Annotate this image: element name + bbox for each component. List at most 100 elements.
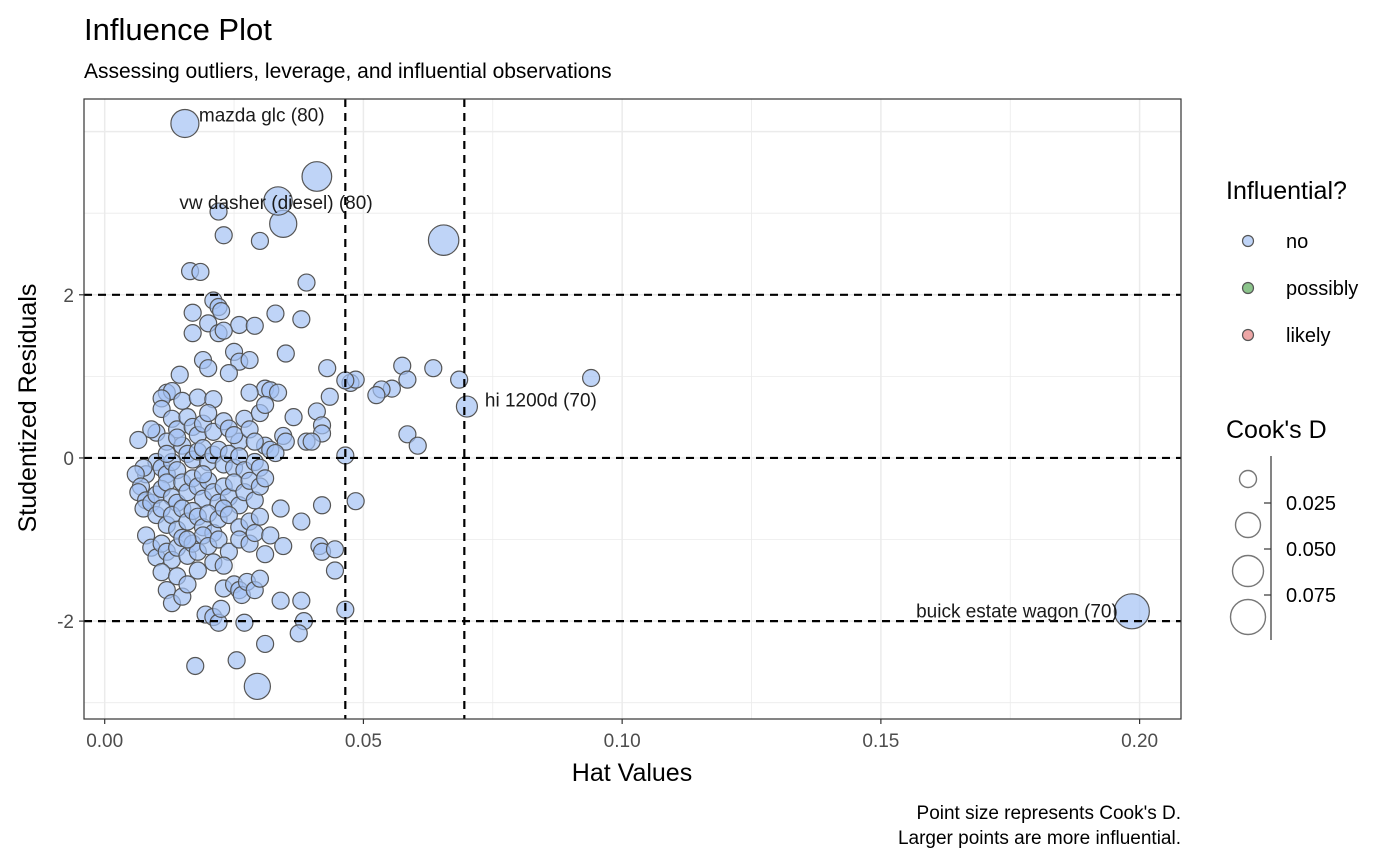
data-point [157,444,176,463]
size-legend-circle [1234,511,1262,539]
caption-line-1: Point size represents Cook's D. [917,803,1181,824]
data-point [152,563,171,582]
minor-grid [84,99,1181,719]
data-point [398,425,417,444]
data-point [256,469,275,488]
data-point [199,359,218,378]
data-point [289,624,308,643]
data-point [245,316,264,335]
data-point [424,359,443,378]
data-point [292,591,311,610]
y-tick-label: 0 [63,449,74,470]
legend-influential: Influential? no possibly likely [1226,177,1358,347]
data-point [129,430,148,450]
data-point [235,613,254,632]
data-point [408,436,427,455]
data-point [178,575,197,594]
data-point [224,426,244,445]
data-point [230,315,249,335]
legend-label-possibly: possibly [1286,278,1358,300]
legend-cooks-d: Cook's D 0.025 0.050 0.075 [1226,416,1336,640]
data-point [178,530,197,549]
y-tick-label: -2 [57,612,74,633]
data-point [173,391,192,410]
data-point [227,651,246,670]
data-point [193,465,213,484]
point-label: mazda glc (80) [199,105,325,126]
x-axis: 0.00 0.05 0.10 0.15 0.20 [86,719,1158,752]
point-label: buick estate wagon (70) [916,601,1118,622]
data-point [346,492,365,511]
data-point [297,273,316,292]
data-point [266,304,285,323]
y-tick-label: 2 [63,286,74,307]
data-point [219,505,238,525]
data-point [284,408,303,427]
data-point [240,350,259,370]
x-tick-label: 0.00 [86,731,123,752]
size-legend-circle [1229,598,1267,636]
legend-key-likely [1241,328,1255,342]
data-point [240,383,259,402]
point-annotations: mazda glc (80) vw dasher (diesel) (80) hi … [179,105,1117,622]
labeled-point [1113,593,1150,630]
panel-border [83,98,1182,720]
x-tick-label: 0.05 [345,731,382,752]
data-point [276,432,295,451]
data-point [256,395,275,415]
legend-label-likely: likely [1286,325,1330,347]
reference-lines [84,99,1181,719]
data-point [582,368,601,388]
caption-line-2: Larger points are more influential. [898,828,1181,849]
data-point [186,656,205,676]
data-point [212,302,231,321]
point-label: vw dasher (diesel) (80) [179,193,372,214]
data-point [256,545,275,564]
data-point [325,540,345,559]
data-point [245,523,264,543]
data-point [274,536,293,556]
legend-label-no: no [1286,231,1308,253]
x-tick-label: 0.20 [1121,731,1158,752]
data-point [271,591,290,610]
legend-key-possibly [1241,281,1255,295]
data-point [142,420,161,439]
size-legend-circle [1238,469,1258,489]
point-label: hi 1200d (70) [485,391,597,412]
data-point [212,599,231,618]
size-legend-label: 0.075 [1286,585,1336,607]
data-point [245,432,264,451]
data-point [183,303,202,322]
x-tick-label: 0.15 [862,731,899,752]
data-point [250,231,270,251]
influential-point [301,161,333,192]
data-point [191,262,210,282]
labeled-point [263,186,293,216]
data-point [268,383,288,402]
data-point [318,359,337,378]
plot-panel: mazda glc (80) vw dasher (diesel) (80) hi … [83,98,1182,720]
x-tick-label: 0.10 [604,731,641,752]
data-point [276,344,295,363]
chart-title: Influence Plot [84,12,272,47]
data-points [126,108,1150,701]
data-point [302,432,321,451]
data-point [209,530,228,549]
data-point [312,496,332,515]
data-point [250,507,270,526]
data-point [320,387,339,406]
data-point [214,321,233,340]
labeled-point [455,395,479,418]
data-point [214,556,233,575]
data-point [199,403,218,423]
influential-point [243,672,272,701]
labeled-point [170,108,200,139]
data-point [292,512,311,531]
data-point [183,324,202,343]
size-legend-circle [1231,554,1265,588]
legend-influential-title: Influential? [1226,177,1347,205]
x-axis-title: Hat Values [572,759,692,787]
data-point [209,202,228,221]
data-point [168,428,187,447]
